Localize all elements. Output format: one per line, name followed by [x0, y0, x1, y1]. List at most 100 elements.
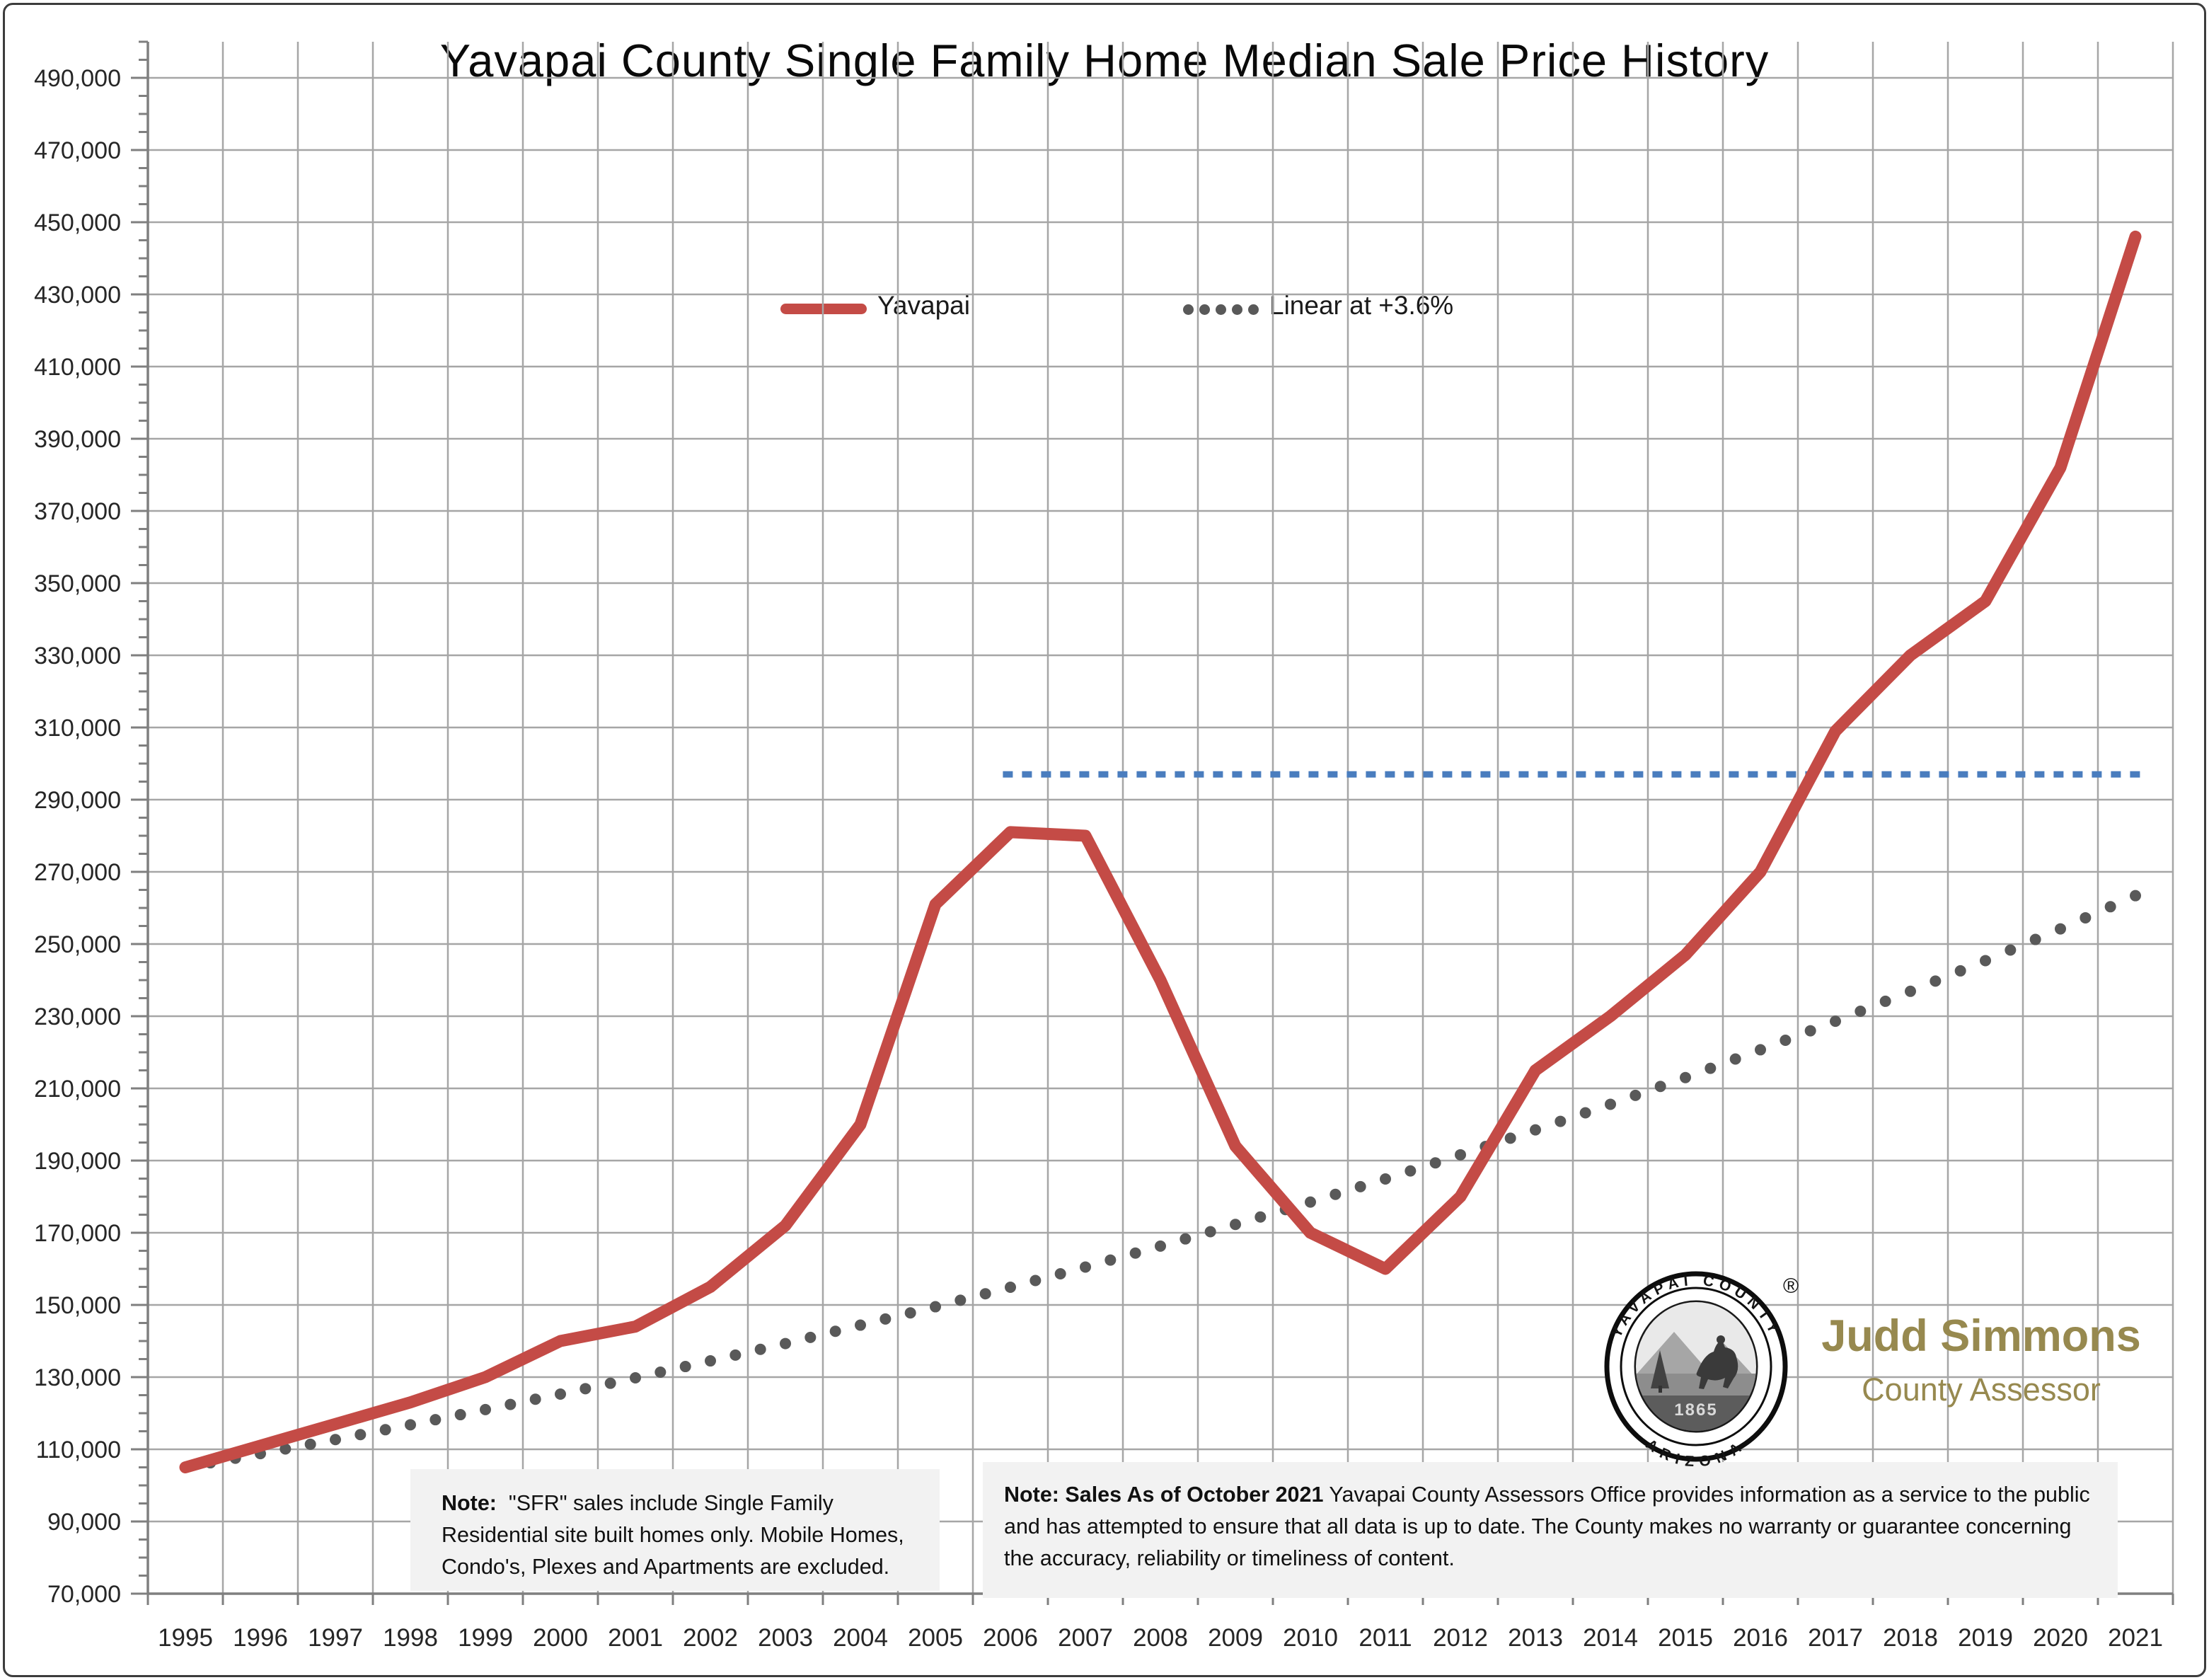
trend-dot	[1855, 1006, 1867, 1018]
trend-dot	[1405, 1165, 1417, 1177]
trend-dot	[579, 1383, 592, 1395]
trend-dot	[454, 1409, 466, 1421]
trend-dot	[1455, 1149, 1466, 1161]
note-disclaimer-body: Yavapai County Assessors Office provides…	[1004, 1483, 2090, 1570]
y-tick-label: 170,000	[34, 1220, 121, 1247]
x-tick-label: 2007	[1058, 1624, 1113, 1652]
x-tick-label: 1996	[233, 1624, 288, 1652]
trend-dot	[2130, 890, 2141, 902]
trend-dot	[1305, 1196, 1316, 1208]
trend-dot	[979, 1288, 991, 1300]
trend-dot	[1980, 955, 1991, 967]
y-tick-label: 90,000	[47, 1509, 121, 1536]
trend-dot	[1954, 965, 1966, 977]
trend-dot	[1330, 1188, 1342, 1200]
trend-dot	[904, 1307, 916, 1319]
trend-dot	[1504, 1132, 1516, 1144]
x-tick-label: 2003	[758, 1624, 813, 1652]
x-tick-label: 2018	[1883, 1624, 1938, 1652]
trend-dot	[2029, 933, 2041, 945]
y-tick-label: 350,000	[34, 570, 121, 597]
trend-dot	[1354, 1180, 1366, 1192]
note-sfr-line2: Residential site built homes only. Mobil…	[442, 1523, 904, 1547]
y-tick-label: 290,000	[34, 787, 121, 814]
trend-dot	[2055, 923, 2066, 935]
x-tick-label: 1995	[158, 1624, 213, 1652]
trend-dot	[304, 1438, 316, 1450]
x-tick-label: 2019	[1958, 1624, 2013, 1652]
x-tick-label: 2008	[1133, 1624, 1188, 1652]
trend-dot	[1029, 1275, 1042, 1287]
y-tick-label: 130,000	[34, 1364, 121, 1391]
trend-dot	[1429, 1157, 1441, 1169]
trend-dot	[2080, 911, 2092, 924]
trend-dot	[1654, 1081, 1666, 1093]
trend-dot	[1255, 1211, 1267, 1223]
x-tick-label: 2006	[983, 1624, 1038, 1652]
y-tick-label: 210,000	[34, 1076, 121, 1103]
y-tick-label: 310,000	[34, 715, 121, 742]
note-sfr-line3: Condo's, Plexes and Apartments are exclu…	[442, 1555, 890, 1579]
y-tick-label: 370,000	[34, 498, 121, 525]
x-tick-label: 1997	[308, 1624, 363, 1652]
trend-dot	[529, 1393, 541, 1405]
note-disclaimer-box: Note: Sales As of October 2021 Yavapai C…	[983, 1462, 2118, 1598]
assessor-name: Judd Simmons	[1821, 1311, 2141, 1361]
x-tick-label: 2000	[533, 1624, 588, 1652]
trend-dot	[630, 1372, 641, 1384]
y-tick-label: 410,000	[34, 354, 121, 381]
trend-dot	[879, 1313, 892, 1325]
trend-dot	[1804, 1025, 1816, 1037]
x-tick-label: 2017	[1808, 1624, 1863, 1652]
trend-dot	[1680, 1071, 1691, 1083]
trend-dot	[679, 1361, 691, 1373]
trend-dot	[1155, 1240, 1166, 1252]
x-tick-label: 1998	[383, 1624, 438, 1652]
trend-dot	[1630, 1089, 1642, 1101]
x-tick-label: 2005	[908, 1624, 963, 1652]
trend-dot	[1930, 975, 1942, 987]
y-tick-label: 270,000	[34, 859, 121, 886]
seal-inner-ring	[1620, 1287, 1772, 1446]
x-tick-label: 2001	[608, 1624, 663, 1652]
trend-dot	[2005, 944, 2017, 956]
y-tick-label: 430,000	[34, 282, 121, 309]
y-tick-label: 330,000	[34, 643, 121, 669]
note-sfr-label: Note:	[442, 1491, 497, 1515]
trend-dot	[480, 1403, 491, 1415]
trend-dot	[330, 1434, 341, 1446]
trend-dot	[1579, 1107, 1591, 1119]
trend-dot	[354, 1429, 367, 1441]
trend-dot	[855, 1319, 866, 1331]
trend-dot	[1780, 1035, 1792, 1046]
trend-dot	[1879, 995, 1891, 1007]
trend-dot	[604, 1377, 616, 1389]
trend-dot	[1729, 1053, 1741, 1065]
y-tick-label: 70,000	[47, 1581, 121, 1608]
trend-dot	[780, 1337, 791, 1350]
trend-dot	[2104, 901, 2116, 913]
trend-dot	[729, 1349, 742, 1361]
x-tick-label: 2015	[1658, 1624, 1713, 1652]
y-tick-label: 190,000	[34, 1148, 121, 1175]
trend-dot	[754, 1343, 766, 1355]
y-tick-label: 250,000	[34, 931, 121, 958]
x-tick-label: 2010	[1283, 1624, 1338, 1652]
trend-dot	[804, 1331, 817, 1343]
note-disclaimer-label: Note: Sales As of October 2021	[1004, 1483, 1324, 1507]
assessor-role: County Assessor	[1862, 1371, 2101, 1408]
x-tick-label: 2011	[1359, 1624, 1412, 1652]
trend-dot	[1705, 1062, 1717, 1074]
x-tick-label: 1999	[458, 1624, 513, 1652]
trend-dot	[1005, 1282, 1016, 1294]
y-tick-label: 230,000	[34, 1003, 121, 1030]
trend-dot	[279, 1443, 292, 1455]
x-tick-label: 2013	[1508, 1624, 1563, 1652]
y-tick-label: 110,000	[36, 1437, 121, 1463]
x-tick-label: 2021	[2108, 1624, 2163, 1652]
x-tick-label: 2012	[1433, 1624, 1488, 1652]
trend-dot	[1054, 1267, 1066, 1279]
trend-dot	[654, 1367, 667, 1379]
